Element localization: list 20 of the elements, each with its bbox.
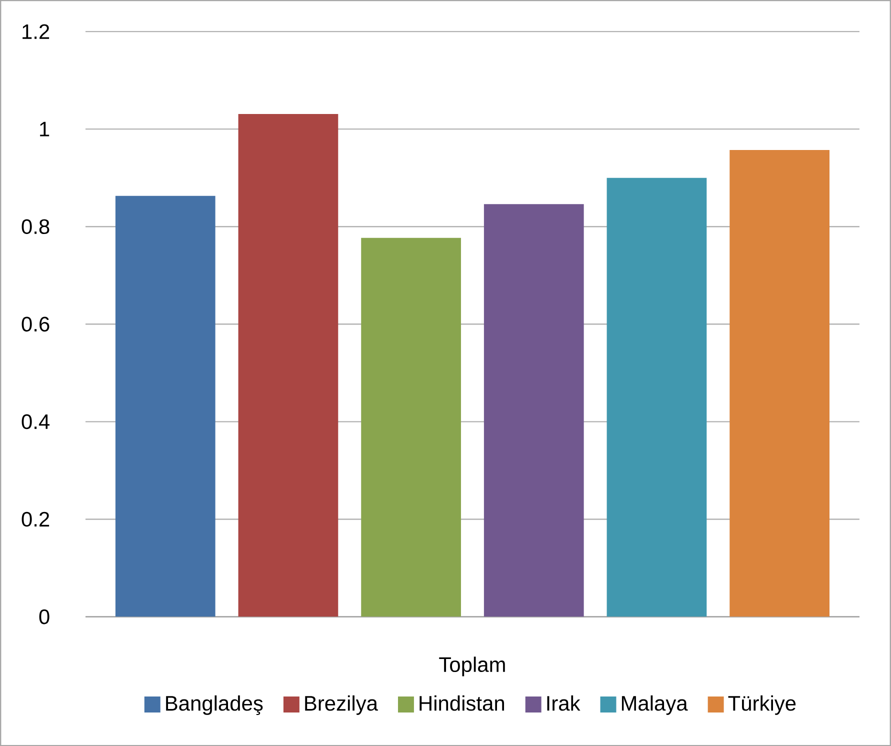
x-tick-label: Toplam <box>439 656 505 676</box>
y-tick-label: 1 <box>40 122 50 136</box>
y-tick-label: 1.2 <box>22 24 50 39</box>
bar <box>484 204 584 617</box>
y-tick-label: 0.4 <box>22 414 50 430</box>
legend-label: Türkiye <box>728 695 796 715</box>
bar <box>730 150 830 617</box>
legend-label: Irak <box>547 695 580 711</box>
bar <box>606 178 707 617</box>
legend-label: Bangladeş <box>166 695 263 715</box>
y-tick-label: 0.2 <box>22 512 50 527</box>
legend-label: Malaya <box>622 695 688 715</box>
y-tick-label: 0 <box>39 609 50 624</box>
y-tick-label: 0.6 <box>22 316 50 332</box>
y-tick-label: 0.8 <box>22 219 50 234</box>
bar <box>238 114 338 617</box>
legend-label: Brezilya <box>305 695 378 715</box>
bar <box>361 238 461 617</box>
legend-label: Hindistan <box>420 695 504 711</box>
bar <box>115 196 216 617</box>
